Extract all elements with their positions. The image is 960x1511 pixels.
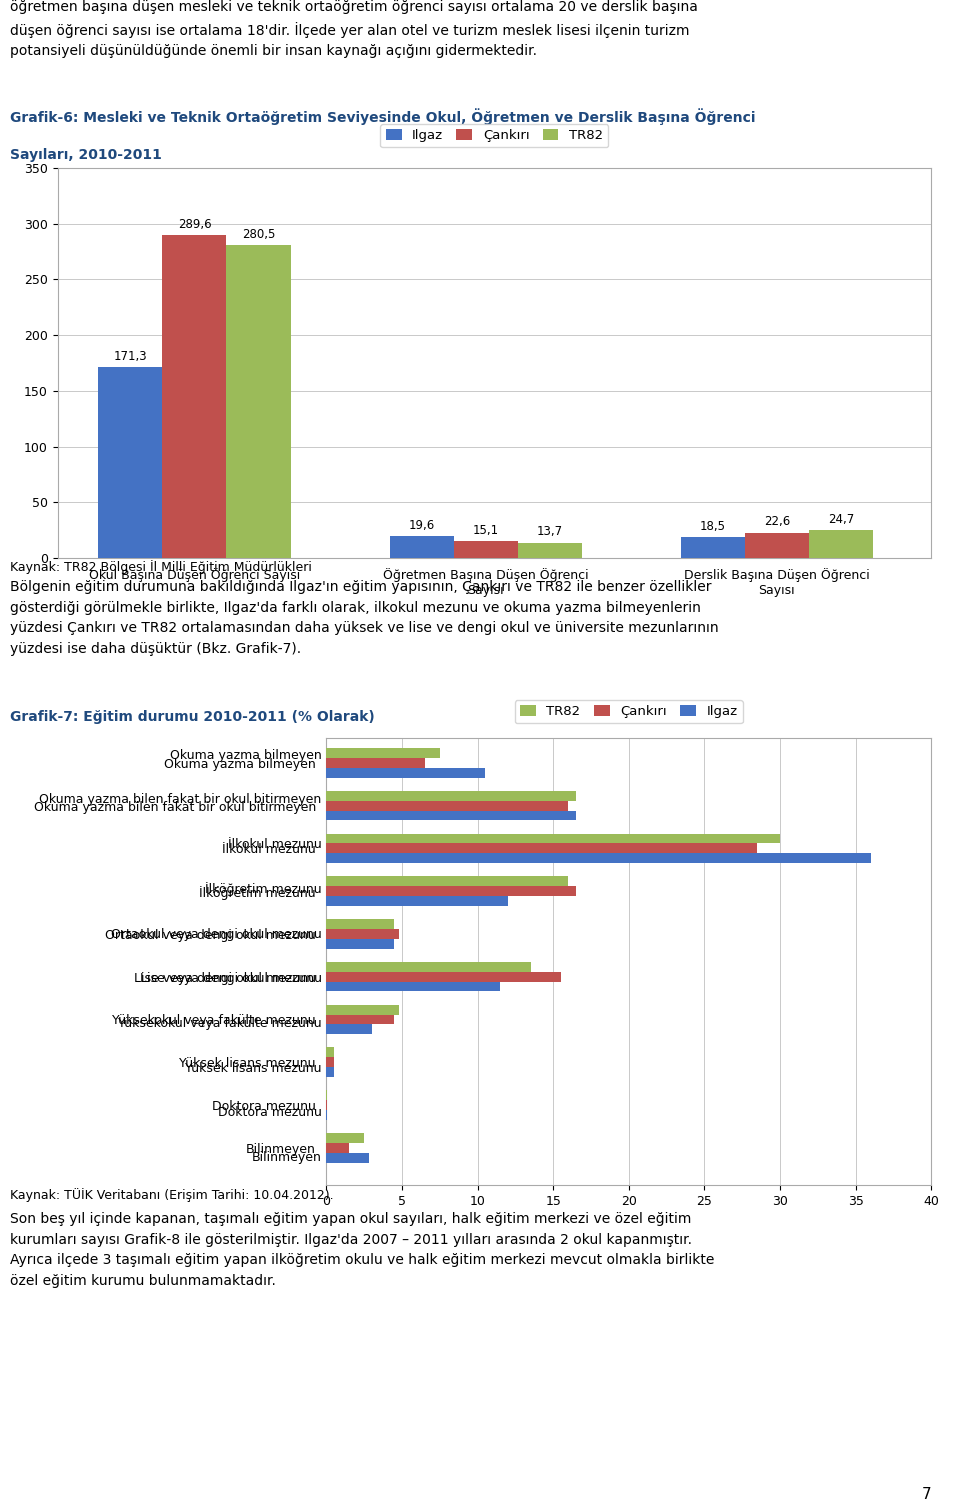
Bar [326,768,485,778]
Text: Lise veya dengi okul mezunu: Lise veya dengi okul mezunu [139,972,322,985]
Text: 171,3: 171,3 [113,349,147,363]
Bar [326,759,424,768]
Bar [162,236,227,558]
Bar [326,896,508,907]
Bar [326,1005,399,1014]
Text: 24,7: 24,7 [828,514,854,526]
Text: İlkokul mezunu: İlkokul mezunu [228,839,322,851]
Text: Sayıları, 2010-2011: Sayıları, 2010-2011 [10,148,161,162]
Bar [326,801,568,810]
Text: 289,6: 289,6 [178,218,211,231]
Text: Okuma yazma bilen fakat bir okul bitirmeyen: Okuma yazma bilen fakat bir okul bitirme… [39,793,322,807]
Legend: Ilgaz, Çankırı, TR82: Ilgaz, Çankırı, TR82 [380,124,609,148]
Text: Grafik-7: Eğitim durumu 2010-2011 (% Olarak): Grafik-7: Eğitim durumu 2010-2011 (% Ola… [10,710,374,724]
Bar [326,1014,395,1024]
Text: Yüksek lisans mezunu: Yüksek lisans mezunu [185,1062,322,1074]
Bar [326,887,576,896]
Text: 13,7: 13,7 [537,526,563,538]
Bar [326,1024,372,1034]
Text: Kaynak: TR82 Bölgesi İl Milli Eğitim Müdürlükleri: Kaynak: TR82 Bölgesi İl Milli Eğitim Müd… [10,561,311,574]
Text: İlköğretim mezunu: İlköğretim mezunu [205,882,322,896]
Bar [326,929,399,938]
Text: Bilinmeyen: Bilinmeyen [252,1151,322,1163]
Bar [326,938,395,949]
Bar [326,1153,369,1162]
Bar [745,533,809,558]
Text: Bölgenin eğitim durumuna bakıldığında Ilgaz'ın eğitim yapısının, Çankırı ve TR82: Bölgenin eğitim durumuna bakıldığında Il… [10,580,718,656]
Text: 19,6: 19,6 [408,518,435,532]
Bar [98,367,162,558]
Bar [681,538,745,558]
Bar [326,843,757,854]
Text: 7: 7 [922,1487,931,1502]
Bar [326,1067,334,1077]
Bar [326,790,576,801]
Text: Yüksekokul veya fakülte mezunu: Yüksekokul veya fakülte mezunu [118,1017,322,1031]
Text: Okuma yazma bilmeyen: Okuma yazma bilmeyen [170,749,322,762]
Bar [326,1058,334,1067]
Text: öğretmen başına düşen mesleki ve teknik ortaöğretim öğrenci sayısı ortalama 20 v: öğretmen başına düşen mesleki ve teknik … [10,0,698,59]
Bar [390,536,454,558]
Text: Son beş yıl içinde kapanan, taşımalı eğitim yapan okul sayıları, halk eğitim mer: Son beş yıl içinde kapanan, taşımalı eği… [10,1212,714,1287]
Text: 280,5: 280,5 [242,228,276,240]
Text: 22,6: 22,6 [764,515,790,529]
Bar [326,854,871,863]
Bar [326,810,576,820]
Bar [326,748,440,759]
Bar [809,530,873,558]
Text: Grafik-6: Mesleki ve Teknik Ortaöğretim Seviyesinde Okul, Öğretmen ve Derslik Ba: Grafik-6: Mesleki ve Teknik Ortaöğretim … [10,107,756,125]
Text: 18,5: 18,5 [700,520,726,533]
Bar [326,919,395,929]
Bar [326,834,780,843]
Bar [326,1133,364,1142]
Text: Ortaokul veya dengi okul mezunu: Ortaokul veya dengi okul mezunu [110,928,322,940]
Bar [326,972,561,982]
Bar [326,963,531,972]
Text: 15,1: 15,1 [472,524,499,536]
Bar [517,542,582,558]
Bar [326,1142,349,1153]
Bar [227,245,291,558]
Bar [326,1047,334,1058]
Bar [454,541,517,558]
Text: Doktora mezunu: Doktora mezunu [218,1106,322,1120]
Bar [326,982,500,991]
Bar [326,876,568,887]
Text: Kaynak: TÜİK Veritabanı (Erişim Tarihi: 10.04.2012).: Kaynak: TÜİK Veritabanı (Erişim Tarihi: … [10,1188,333,1201]
Legend: TR82, Çankırı, Ilgaz: TR82, Çankırı, Ilgaz [515,700,743,724]
